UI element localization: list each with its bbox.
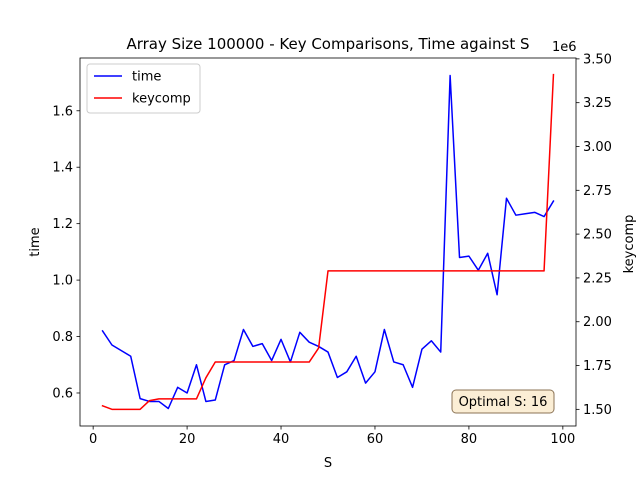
x-axis-label: S xyxy=(324,456,332,471)
y-right-tick-label: 3.00 xyxy=(583,140,612,155)
series-line-keycomp xyxy=(101,73,555,411)
y-left-tick-label: 0.8 xyxy=(52,330,73,345)
y-right-tick-label: 3.25 xyxy=(583,96,612,111)
annotation-box xyxy=(451,389,555,414)
y-left-tick-label: 1.4 xyxy=(52,161,73,176)
x-tick-label: 100 xyxy=(550,432,575,447)
x-tick-label: 40 xyxy=(273,432,290,447)
chart-title: Array Size 100000 - Key Comparisons, Tim… xyxy=(126,35,529,53)
legend-label-time: time xyxy=(132,70,161,85)
y-right-tick-label: 2.00 xyxy=(583,315,612,330)
y-right-tick-label: 1.50 xyxy=(583,403,612,418)
x-tick-label: 60 xyxy=(367,432,384,447)
y-left-tick-label: 1.2 xyxy=(52,217,73,232)
y-axis-right-offset-label: 1e6 xyxy=(552,40,577,55)
axes: 0 20 40 60 80 100 0.6 0.8 1.0 1.2 1.4 1.6 1.50 1.75 2.… xyxy=(52,52,612,447)
y-right-tick-label: 3.50 xyxy=(583,52,612,67)
plot-area xyxy=(101,73,555,411)
legend: time keycomp xyxy=(86,63,201,114)
y-axis-left-label: time xyxy=(28,227,43,256)
y-right-tick-label: 2.50 xyxy=(583,228,612,243)
y-right-tick-label: 1.75 xyxy=(583,359,612,374)
y-left-tick-label: 1.6 xyxy=(52,104,73,119)
axes-frame xyxy=(79,57,577,427)
x-tick-label: 80 xyxy=(461,432,478,447)
optimal-s-annotation: Optimal S: 16 xyxy=(451,389,555,414)
y-axis-right-label: keycomp xyxy=(622,215,637,274)
y-right-tick-label: 2.25 xyxy=(583,271,612,286)
legend-label-keycomp: keycomp xyxy=(132,92,191,107)
y-right-tick-label: 2.75 xyxy=(583,184,612,199)
y-left-tick-label: 1.0 xyxy=(52,274,73,289)
y-left-tick-label: 0.6 xyxy=(52,386,73,401)
x-tick-label: 0 xyxy=(89,432,97,447)
annotation-text: Optimal S: 16 xyxy=(459,395,548,410)
x-tick-label: 20 xyxy=(179,432,196,447)
